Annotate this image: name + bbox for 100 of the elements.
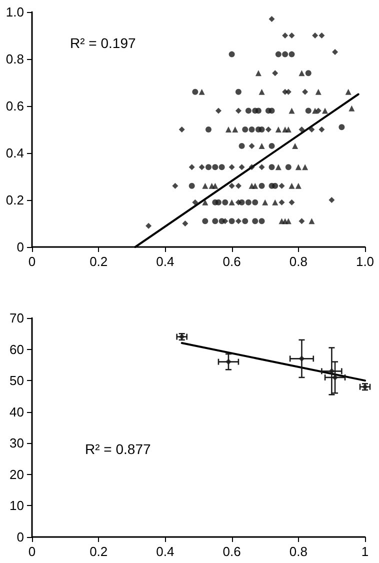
point (228, 164, 235, 170)
x-tick-label: 0.4 (156, 544, 174, 559)
point (295, 164, 302, 170)
point (222, 199, 228, 206)
y-tick-label: 50 (10, 373, 24, 388)
y-tick-label: 0.2 (6, 192, 24, 208)
point (215, 199, 222, 206)
point (345, 88, 352, 95)
point (308, 126, 315, 132)
point (322, 108, 328, 114)
point (305, 108, 312, 114)
point (308, 218, 315, 224)
point (212, 218, 218, 224)
y-tick-label: 40 (10, 404, 24, 420)
point (258, 88, 265, 95)
x-tick-label: 0 (28, 544, 36, 559)
point (248, 142, 255, 149)
point (146, 222, 152, 229)
point (172, 182, 178, 189)
point (292, 142, 298, 149)
y-tick-label: 0 (16, 530, 24, 544)
point (258, 164, 265, 170)
point (298, 70, 305, 76)
point (235, 182, 242, 189)
point (192, 88, 198, 95)
y-tick-label: 0 (16, 240, 24, 254)
point (228, 182, 235, 189)
point (232, 126, 238, 132)
x-tick-label: 0.6 (222, 254, 241, 269)
point (348, 105, 355, 112)
point (285, 218, 292, 224)
point (258, 126, 265, 132)
point (275, 164, 282, 170)
point (258, 218, 265, 224)
x-tick-label: 0.8 (289, 544, 308, 559)
point (252, 199, 258, 206)
point (312, 32, 318, 38)
point (202, 199, 208, 206)
point (282, 51, 288, 58)
point (242, 218, 248, 224)
x-tick-label: 0 (28, 254, 36, 269)
point (188, 182, 195, 189)
point (262, 199, 268, 206)
point (212, 182, 218, 189)
point (235, 108, 242, 114)
y-tick-label: 20 (10, 466, 24, 482)
point (212, 164, 218, 170)
x-tick-label: 0.2 (90, 254, 108, 269)
x-tick-label: 1.0 (356, 254, 374, 269)
point (248, 126, 255, 132)
point (215, 108, 222, 114)
point (238, 142, 245, 149)
point (332, 48, 338, 55)
point (302, 88, 308, 95)
point (205, 126, 212, 132)
point (315, 88, 322, 95)
point (278, 182, 285, 189)
point (218, 164, 225, 170)
y-tick-label: 60 (10, 342, 24, 357)
point (218, 218, 225, 224)
x-tick-label: 0.4 (156, 254, 174, 269)
point (245, 199, 252, 206)
point (312, 108, 318, 114)
point (228, 199, 235, 206)
point (298, 218, 305, 224)
point (278, 199, 285, 206)
point (258, 142, 265, 149)
y-tick-label: 70 (10, 310, 24, 326)
point (318, 32, 325, 38)
point (285, 126, 292, 132)
point (328, 197, 335, 203)
annotation: R² = 0.877 (85, 441, 151, 457)
point (338, 124, 345, 130)
point (288, 182, 295, 189)
point (288, 32, 295, 38)
y-tick-label: 30 (10, 436, 24, 451)
point (298, 356, 305, 362)
point (272, 182, 278, 189)
point (238, 164, 245, 170)
point (295, 182, 302, 189)
point (202, 182, 208, 189)
point (268, 142, 275, 149)
point (202, 218, 208, 224)
x-tick-label: 0.8 (289, 254, 308, 269)
point (252, 218, 258, 224)
point (188, 164, 195, 170)
y-tick-label: 0.4 (6, 146, 24, 160)
point (302, 164, 308, 170)
point (182, 220, 188, 226)
point (178, 126, 185, 132)
point (285, 164, 292, 170)
point (275, 126, 282, 132)
point (268, 108, 275, 114)
point (192, 199, 198, 206)
point (282, 32, 288, 38)
point (265, 126, 272, 132)
point (275, 51, 282, 58)
point (198, 164, 205, 170)
point (228, 218, 235, 224)
point (318, 126, 325, 132)
